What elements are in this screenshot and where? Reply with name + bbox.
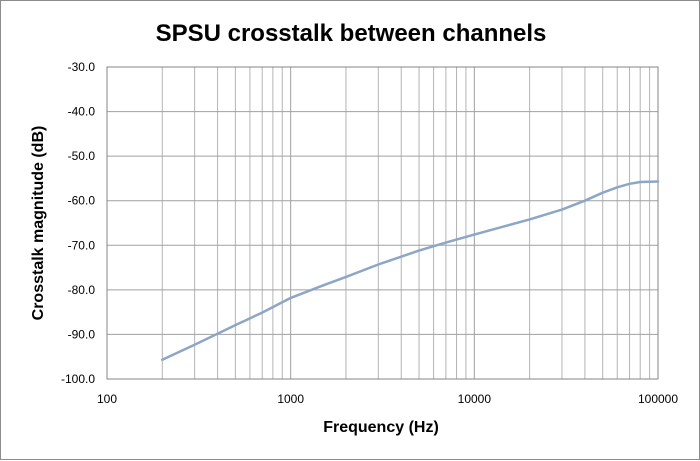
x-tick-label: 1000 (277, 392, 304, 406)
y-axis-ticks: -30.0 -40.0 -50.0 -60.0 -70.0 -80.0 -90.0 -100.… (61, 60, 95, 386)
x-tick-label: 100 (97, 392, 117, 406)
y-tick-label: -40.0 (68, 105, 96, 119)
series-line (161, 180, 660, 362)
series-group (161, 180, 660, 362)
plot-area (106, 66, 659, 380)
y-tick-label: -90.0 (68, 327, 96, 341)
y-tick-label: -80.0 (68, 283, 96, 297)
minor-gridlines (161, 67, 651, 379)
y-tick-label: -30.0 (68, 60, 96, 74)
y-tick-label: -60.0 (68, 194, 96, 208)
x-axis-label: Frequency (Hz) (323, 419, 439, 436)
x-tick-label: 100000 (638, 392, 678, 406)
y-tick-label: -50.0 (68, 149, 96, 163)
y-axis-label: Crosstalk magnitude (dB) (30, 126, 47, 321)
y-tick-label: -70.0 (68, 238, 96, 252)
chart-title: SPSU crosstalk between channels (156, 20, 547, 47)
x-tick-label: 10000 (458, 392, 492, 406)
y-tick-label: -100.0 (61, 372, 95, 386)
x-axis-ticks: 100 1000 10000 100000 (97, 392, 678, 406)
major-gridlines (106, 66, 659, 380)
